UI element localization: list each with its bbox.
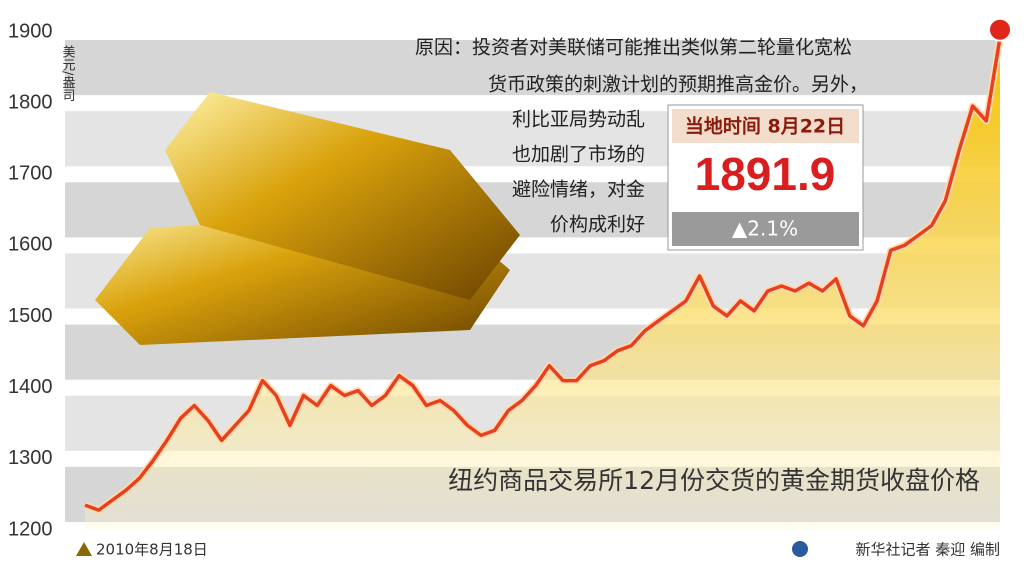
- callout-change: ▲2.1%: [732, 217, 798, 241]
- annotation-line: 价构成利好: [550, 214, 645, 236]
- plot: [83, 17, 1012, 530]
- annotation-line: 也加剧了市场的: [512, 144, 645, 166]
- y-tick-label: 1400: [8, 376, 53, 398]
- line: [84, 37, 1002, 512]
- logo: [792, 541, 808, 557]
- annotation-line: 原因：投资者对美联储可能推出类似第二轮量化宽松: [415, 37, 852, 59]
- credit: 新华社记者 秦迎 编制: [855, 541, 1000, 559]
- callout-date: 当地时间 8月22日: [685, 115, 845, 138]
- gold-bar: [165, 92, 520, 300]
- unit-label: 美元/盎司: [60, 45, 76, 102]
- end-marker: [988, 17, 1012, 42]
- y-tick-label: 1300: [8, 447, 53, 469]
- callout-price: 1891.9: [695, 148, 836, 200]
- series-label: 纽约商品交易所12月份交货的黄金期货收盘价格: [448, 466, 980, 495]
- y-tick-label: 1900: [8, 20, 53, 42]
- callout-footer: [672, 212, 859, 246]
- y-tick-label: 1200: [8, 518, 53, 540]
- y-tick-label: 1700: [8, 163, 53, 185]
- y-tick-label: 1800: [8, 91, 53, 113]
- y-tick-label: 1600: [8, 234, 53, 256]
- callout-header: [672, 109, 859, 143]
- x-tick-label: 2010年8月18日: [96, 541, 208, 559]
- annotation-line: 利比亚局势动乱: [512, 109, 645, 131]
- annotation: 原因：投资者对美联储可能推出类似第二轮量化宽松货币政策的刺激计划的预期推高金价。…: [415, 37, 868, 236]
- y-tick-label: 1500: [8, 305, 53, 327]
- annotation-line: 避险情绪，对金: [512, 179, 645, 201]
- grid-band: [65, 40, 1000, 96]
- callout: 当地时间 8月22日 1891.9 ▲2.1%: [667, 104, 864, 251]
- annotation-line: 货币政策的刺激计划的预期推高金价。另外，: [488, 74, 868, 96]
- gold-bars: [95, 92, 520, 345]
- start-marker: [76, 542, 92, 556]
